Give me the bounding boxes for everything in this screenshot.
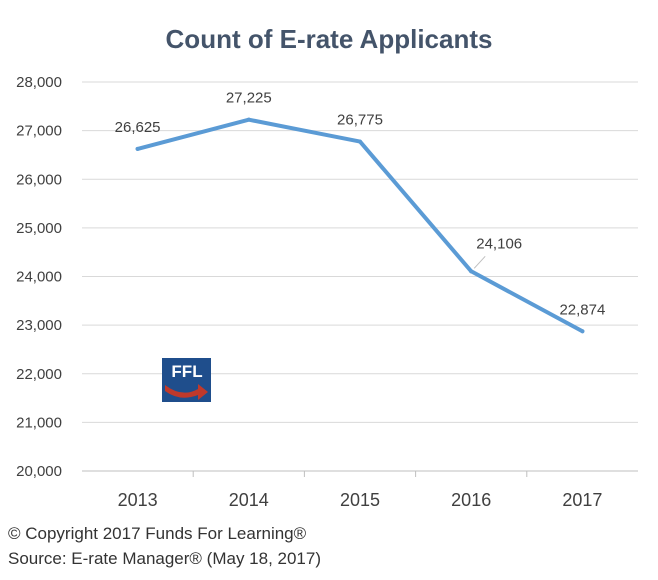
y-tick-label: 28,000 [16,74,62,91]
data-labels: 26,625 27,225 26,775 24,106 22,874 [115,90,606,319]
data-point [580,329,585,334]
copyright-text: © Copyright 2017 Funds For Learning® [8,524,307,543]
data-label: 24,106 [476,235,522,252]
y-tick-label: 27,000 [16,123,62,140]
data-label: 27,225 [226,90,272,107]
x-tick-label: 2017 [562,490,602,510]
ffl-logo: FFL [162,358,211,402]
data-point [135,146,140,151]
data-point [246,117,251,122]
y-tick-label: 21,000 [16,414,62,431]
y-tick-label: 26,000 [16,171,62,188]
data-label-leader [473,256,486,269]
x-tick-label: 2013 [118,490,158,510]
y-tick-label: 22,000 [16,366,62,383]
y-tick-label: 23,000 [16,317,62,334]
x-axis-ticks: 2013 2014 2015 2016 2017 [118,471,602,510]
data-point [358,139,362,144]
data-label: 26,625 [115,119,161,136]
logo-arrow-icon [165,384,208,400]
source-text: Source: E-rate Manager® (May 18, 2017) [8,549,322,568]
data-point [469,269,474,274]
x-tick-label: 2016 [451,490,491,510]
data-label: 26,775 [337,112,383,129]
series-line-layer [135,117,585,334]
y-tick-label: 24,000 [16,269,62,286]
chart-title: Count of E-rate Applicants [166,24,493,54]
logo-text: FFL [171,362,202,381]
data-label: 22,874 [559,301,605,318]
y-tick-label: 20,000 [16,463,62,480]
series-line [135,117,585,334]
x-tick-label: 2015 [340,490,380,510]
y-tick-label: 25,000 [16,220,62,237]
y-axis-ticks: 20,000 21,000 22,000 23,000 24,000 25,000 26,0… [16,74,62,480]
x-tick-label: 2014 [229,490,269,510]
